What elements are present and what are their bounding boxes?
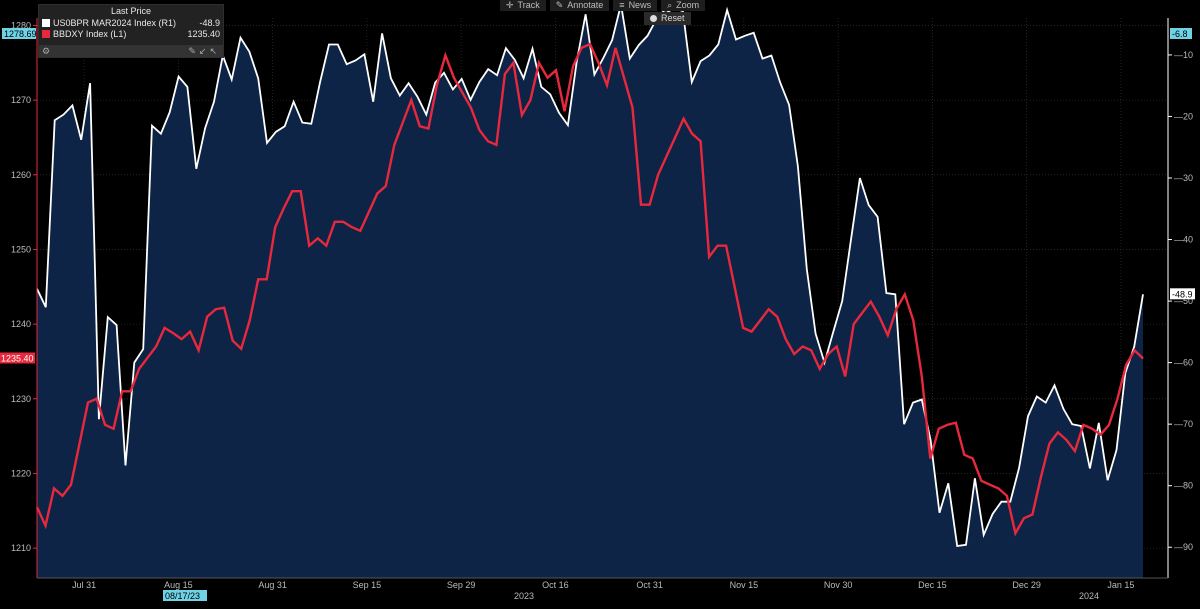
x-tick-label: Sep 29 (447, 580, 476, 590)
legend-value-bbdxy: 1235.40 (187, 28, 220, 39)
right-last-label-bg (1170, 288, 1195, 300)
left-tick-label: 1220 (11, 468, 31, 478)
left-last-label: 1235.40 (1, 353, 34, 363)
right-last-label: -48.9 (1172, 289, 1193, 299)
x-tick-label: Jan 15 (1107, 580, 1134, 590)
right-axis-ticks: —10 —20 —30 —40 —50 —60 —70 —80 —90 (1168, 50, 1193, 552)
right-tick-label: —60 (1174, 358, 1193, 368)
annotate-button[interactable]: ✎ Annotate (549, 0, 610, 11)
legend-item-us0bpr[interactable]: US0BPR MAR2024 Index (R1) -48.9 (39, 17, 223, 28)
news-icon: ≡ (619, 0, 625, 10)
x-marker-bg (163, 590, 207, 601)
track-button[interactable]: ✛ Track (500, 0, 546, 11)
left-top-label-bg (2, 28, 36, 39)
right-tick-label: —90 (1174, 542, 1193, 552)
left-top-label: 1278.69 (4, 29, 37, 39)
legend-swatch-bbdxy (42, 29, 50, 38)
right-tick-label: —30 (1174, 173, 1193, 183)
left-tick-label: 1230 (11, 394, 31, 404)
pencil-icon: ✎ (555, 0, 564, 10)
legend-tools-icon[interactable]: ✎↙↖ (188, 45, 220, 56)
reset-button[interactable]: Reset (644, 12, 691, 25)
bbdxy-series-line (35, 42, 1144, 537)
left-tick-label: 1250 (11, 244, 31, 254)
x-tick-label: Jul 31 (72, 580, 96, 590)
right-top-label-bg (1170, 28, 1192, 39)
right-tick-label: —20 (1174, 111, 1193, 121)
x-tick-label: Dec 29 (1012, 580, 1041, 590)
x-axis-ticks: Jul 31 Aug 15 Aug 31 Sep 15 Sep 29 Oct 16 Oct … (72, 580, 1134, 590)
left-tick-label: 1280 (11, 20, 31, 30)
right-tick-label: —70 (1174, 419, 1193, 429)
x-tick-label: Dec 15 (918, 580, 947, 590)
left-axis-ticks: 1210 1220 1230 1240 1250 1260 1270 1280 (11, 20, 37, 553)
legend-item-bbdxy[interactable]: BBDXY Index (L1) 1235.40 (39, 28, 223, 39)
legend-title: Last Price (110, 6, 152, 16)
right-tick-label: —80 (1174, 481, 1193, 491)
right-series-area (37, 4, 1143, 578)
track-icon: ✛ (506, 0, 514, 10)
right-tick-label: —10 (1174, 50, 1193, 60)
x-tick-label: Nov 15 (730, 580, 759, 590)
legend-swatch-us0bpr (42, 18, 50, 27)
legend-footer: ⚙ ✎↙↖ (39, 45, 223, 57)
x-tick-label: Oct 16 (542, 580, 569, 590)
left-tick-label: 1270 (11, 95, 31, 105)
gear-icon[interactable]: ⚙ (42, 45, 51, 56)
left-tick-label: 1240 (11, 319, 31, 329)
legend-value-us0bpr: -48.9 (199, 17, 220, 28)
legend-name-us0bpr: US0BPR MAR2024 Index (R1) (53, 17, 177, 28)
news-button[interactable]: ≡ News (613, 0, 658, 11)
x-tick-label: Oct 31 (636, 580, 663, 590)
right-top-label: -6.8 (1172, 29, 1188, 39)
left-last-label-bg (0, 352, 35, 364)
x-tick-label: Aug 15 (164, 580, 193, 590)
legend-name-bbdxy: BBDXY Index (L1) (53, 28, 127, 39)
magnifier-icon: ⌕ (667, 0, 673, 10)
x-marker-label: 08/17/23 (165, 591, 200, 601)
x-year-2023: 2023 (514, 591, 534, 601)
reset-icon (650, 15, 657, 22)
chart-toolbar: ✛ Track ✎ Annotate ≡ News ⌕ Zoom (500, 0, 706, 11)
x-tick-label: Sep 15 (353, 580, 382, 590)
x-tick-label: Aug 31 (258, 580, 287, 590)
x-year-2024: 2024 (1079, 591, 1099, 601)
right-tick-label: —50 (1174, 296, 1193, 306)
left-tick-label: 1260 (11, 170, 31, 180)
zoom-button[interactable]: ⌕ Zoom (661, 0, 706, 11)
right-tick-label: —40 (1174, 235, 1193, 245)
left-tick-label: 1210 (11, 543, 31, 553)
legend-panel: Last Price US0BPR MAR2024 Index (R1) -48… (38, 4, 224, 58)
x-tick-label: Nov 30 (824, 580, 853, 590)
